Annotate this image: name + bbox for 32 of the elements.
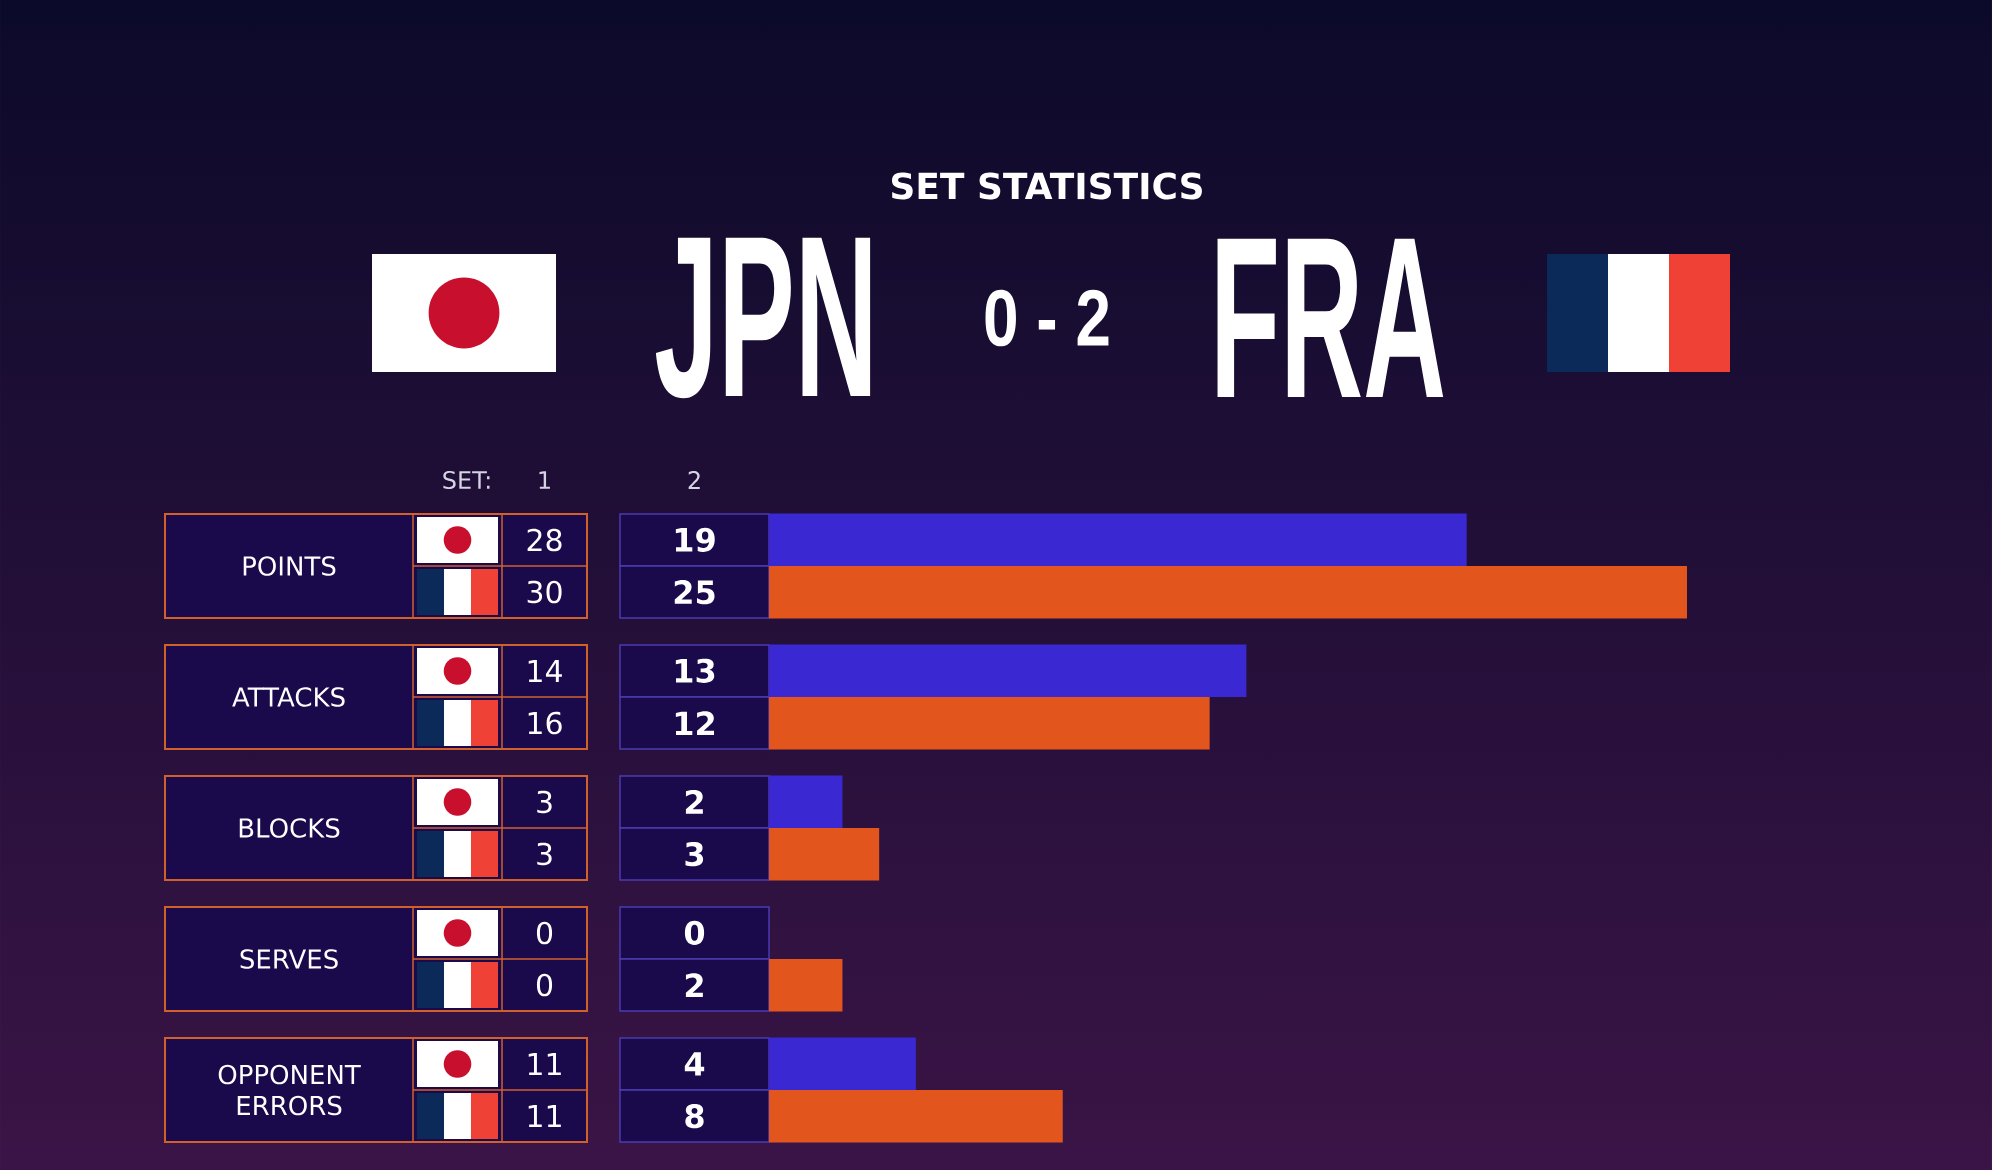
data-label: 25 (674, 580, 715, 605)
text: 3 (537, 842, 552, 866)
y-tick-label: OPPONENT ERRORS (218, 1064, 361, 1116)
text: JPN (655, 237, 871, 399)
y-tick-label: BLOCKS (239, 818, 340, 838)
data-label: 8 (685, 1104, 704, 1129)
data-label: 2 (685, 789, 703, 814)
text: FRA (1217, 238, 1444, 398)
text: 0 (536, 973, 553, 997)
text: 2 (688, 471, 700, 489)
data-label: 12 (675, 711, 714, 736)
text: 1 (539, 471, 550, 489)
data-label: 0 (684, 920, 705, 945)
text: 0 - 2 (985, 289, 1109, 347)
text: 0 (536, 921, 553, 945)
text: 3 (537, 790, 552, 814)
data-label: 2 (685, 973, 703, 998)
data-label: 4 (684, 1052, 705, 1076)
chart-title: SET STATISTICS (891, 172, 1202, 200)
y-tick-label: SERVES (240, 949, 338, 969)
text: 11 (528, 1053, 561, 1075)
y-tick-label: POINTS (243, 556, 336, 576)
text: 28 (527, 528, 562, 552)
data-label: 19 (675, 527, 715, 552)
data-label: 3 (685, 842, 704, 867)
data-label: 13 (675, 658, 715, 683)
y-tick-label: ATTACKS (232, 687, 345, 707)
text: 11 (528, 1105, 561, 1127)
text: 30 (527, 580, 562, 604)
text: SET: (443, 470, 490, 490)
text: 16 (528, 711, 562, 735)
text: 14 (528, 660, 562, 682)
